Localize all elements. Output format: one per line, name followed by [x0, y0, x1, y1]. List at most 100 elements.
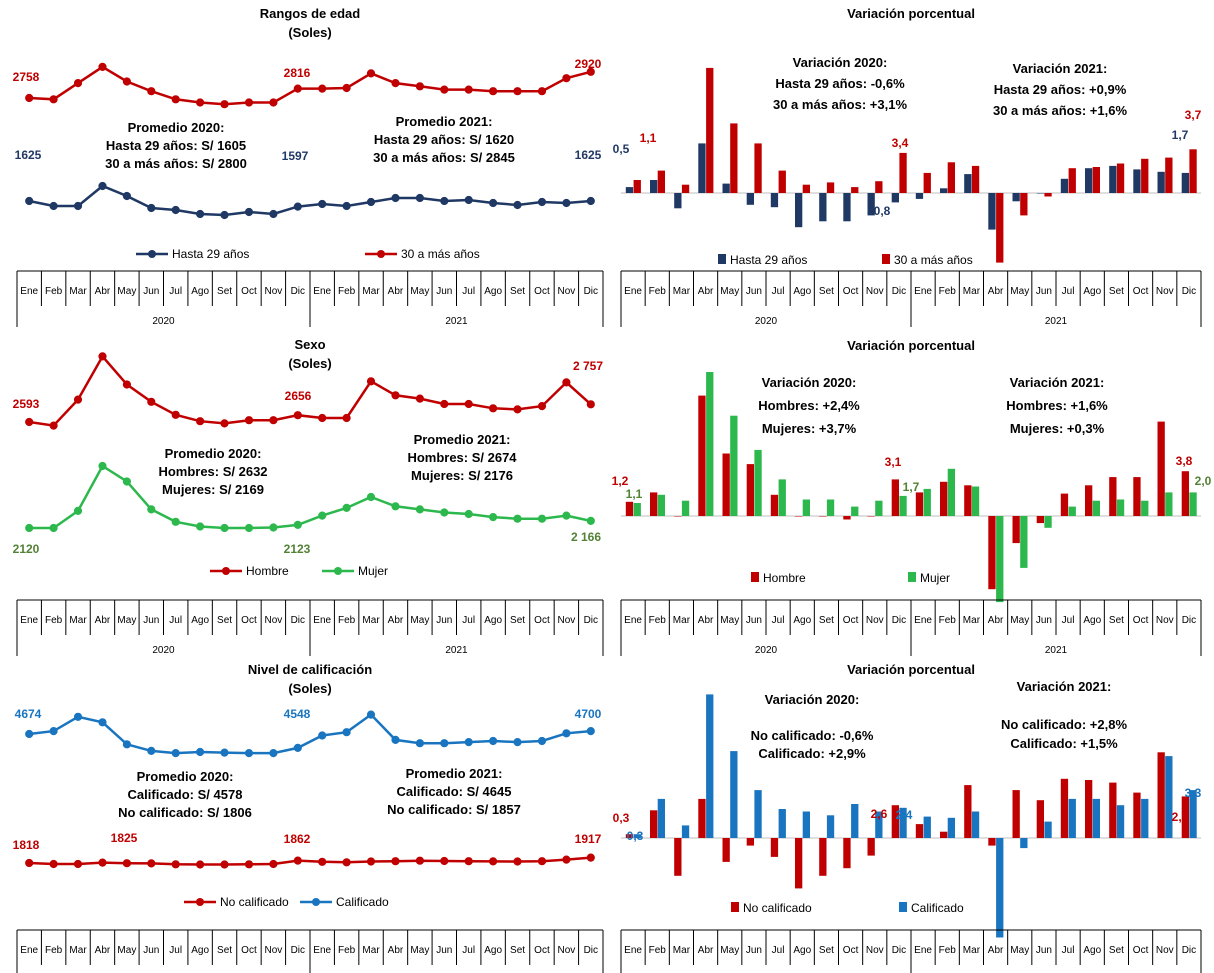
sex-bar-bar	[1165, 492, 1173, 516]
age-bar-year-label: 2021	[1045, 316, 1068, 327]
age-bar-bar	[1116, 163, 1125, 193]
age-line-year-label: 2020	[152, 316, 175, 327]
qual-bar-legend-label: No calificado	[743, 901, 812, 915]
age-line-legend-label: 30 a más años	[401, 247, 480, 261]
sex-bar-data-label: 2,0	[1195, 474, 1212, 488]
age-bar-bar	[1189, 149, 1197, 193]
sex-line-data-point	[391, 502, 400, 511]
age-line-data-point	[513, 200, 522, 210]
sex-line-data-point	[244, 416, 254, 425]
sex-bar-bar	[1060, 493, 1069, 516]
qual-line-data-point	[244, 860, 254, 869]
qual-line-data-point	[366, 710, 376, 719]
age-line-month-label: May	[410, 286, 429, 297]
qual-line-data-point	[171, 748, 180, 758]
qual-line-legend-marker	[312, 898, 320, 906]
sex-line-month-label: Nov	[264, 615, 282, 626]
age-line-data-label: 2816	[284, 66, 311, 80]
age-line-legend-marker	[377, 250, 385, 258]
sex-bar-month-label: Jul	[772, 615, 785, 626]
age-line-data-point	[196, 98, 205, 107]
age-line-data-point	[49, 95, 58, 104]
age-bar-month-label: May	[1010, 286, 1029, 297]
sex-bar-bar	[819, 516, 827, 517]
sex-bar-note: Variación 2020:	[762, 375, 857, 390]
sex-line-title: Sexo	[294, 337, 325, 352]
sex-bar-bar	[947, 468, 955, 516]
age-bar-title: Variación porcentual	[847, 6, 975, 21]
qual-line-data-point	[391, 857, 400, 866]
age-line-data-label: 1625	[575, 148, 602, 162]
qual-bar-bar	[706, 694, 714, 838]
age-line-data-point	[366, 197, 376, 207]
age-bar-bar	[819, 193, 827, 222]
age-bar-data-label: 3,7	[1185, 108, 1202, 122]
sex-line-data-point	[171, 410, 180, 419]
age-bar-bar	[899, 152, 907, 193]
age-bar-bar	[657, 170, 665, 193]
qual-line-data-point	[489, 736, 498, 746]
age-bar-month-label: Ene	[624, 286, 642, 297]
sex-line-year-label: 2020	[152, 645, 175, 656]
age-line-note: Hasta 29 años: S/ 1620	[374, 132, 514, 147]
sex-bar-bar	[770, 494, 779, 516]
sex-line-month-label: Dic	[291, 615, 305, 626]
age-bar-bar	[722, 183, 730, 193]
qual-line-data-point	[25, 858, 34, 868]
sex-line-data-point	[122, 477, 132, 486]
age-bar-data-label: 1,7	[1172, 128, 1189, 142]
qual-line-data-point	[562, 729, 571, 738]
age-line-legend-marker	[148, 250, 156, 258]
qual-bar-data-label: 2,4	[896, 808, 913, 822]
sex-bar-note: Mujeres: +0,3%	[1010, 421, 1105, 436]
qual-bar-bar	[650, 810, 658, 838]
age-line-data-point	[171, 205, 180, 215]
sex-bar-month-label: May	[720, 615, 739, 626]
qual-line-data-point	[122, 859, 132, 868]
sex-bar-bar	[1085, 485, 1093, 516]
qual-bar-month-label: Abr	[988, 945, 1004, 956]
qual-line-data-point	[73, 712, 83, 721]
sex-bar-year-label: 2020	[755, 645, 778, 656]
qual-line-data-point	[269, 859, 278, 869]
qual-line-data-label: 4700	[575, 707, 602, 721]
sex-bar-data-label: 1,2	[612, 474, 629, 488]
qual-line-month-label: Set	[510, 945, 525, 956]
age-bar-bar	[940, 188, 948, 193]
qual-bar-month-label: Ene	[914, 945, 932, 956]
qual-line-data-point	[73, 859, 83, 869]
qual-line-data-point	[318, 731, 327, 740]
qual-bar-title: Variación porcentual	[847, 662, 975, 677]
age-bar-bar	[681, 184, 690, 193]
age-bar-month-label: Abr	[988, 286, 1004, 297]
age-bar-note: Variación 2021:	[1013, 61, 1108, 76]
age-line-data-point	[269, 98, 278, 107]
sex-line-data-point	[269, 416, 278, 425]
age-bar-month-label: Feb	[939, 286, 957, 297]
sex-line-month-label: Oct	[241, 615, 257, 626]
age-bar-month-label: Ene	[914, 286, 932, 297]
sex-bar-bar	[875, 500, 883, 516]
age-bar-bar	[915, 193, 924, 199]
sex-line-month-label: Mar	[362, 615, 380, 626]
age-line-data-point	[293, 202, 302, 211]
sex-bar-bar	[1109, 477, 1117, 516]
qual-line-month-label: Abr	[95, 945, 111, 956]
sex-line-data-label: 2593	[13, 397, 40, 411]
age-line-data-point	[464, 85, 473, 94]
sex-line-month-label: Jun	[436, 615, 452, 626]
age-bar-bar	[650, 180, 658, 193]
qual-bar-bar	[826, 815, 835, 838]
qual-bar-month-label: Oct	[843, 945, 859, 956]
sex-line-month-label: Feb	[45, 615, 63, 626]
qual-line-data-point	[147, 859, 156, 868]
qual-line-month-label: May	[410, 945, 429, 956]
age-line-month-label: Mar	[362, 286, 380, 297]
age-line-data-point	[562, 198, 571, 208]
sex-bar-month-label: Dic	[1182, 615, 1196, 626]
sex-bar-bar	[746, 464, 754, 516]
sex-bar-bar	[681, 500, 690, 516]
age-line-data-point	[122, 191, 132, 201]
qual-bar-month-label: Jul	[772, 945, 785, 956]
sex-line-data-point	[25, 417, 34, 427]
